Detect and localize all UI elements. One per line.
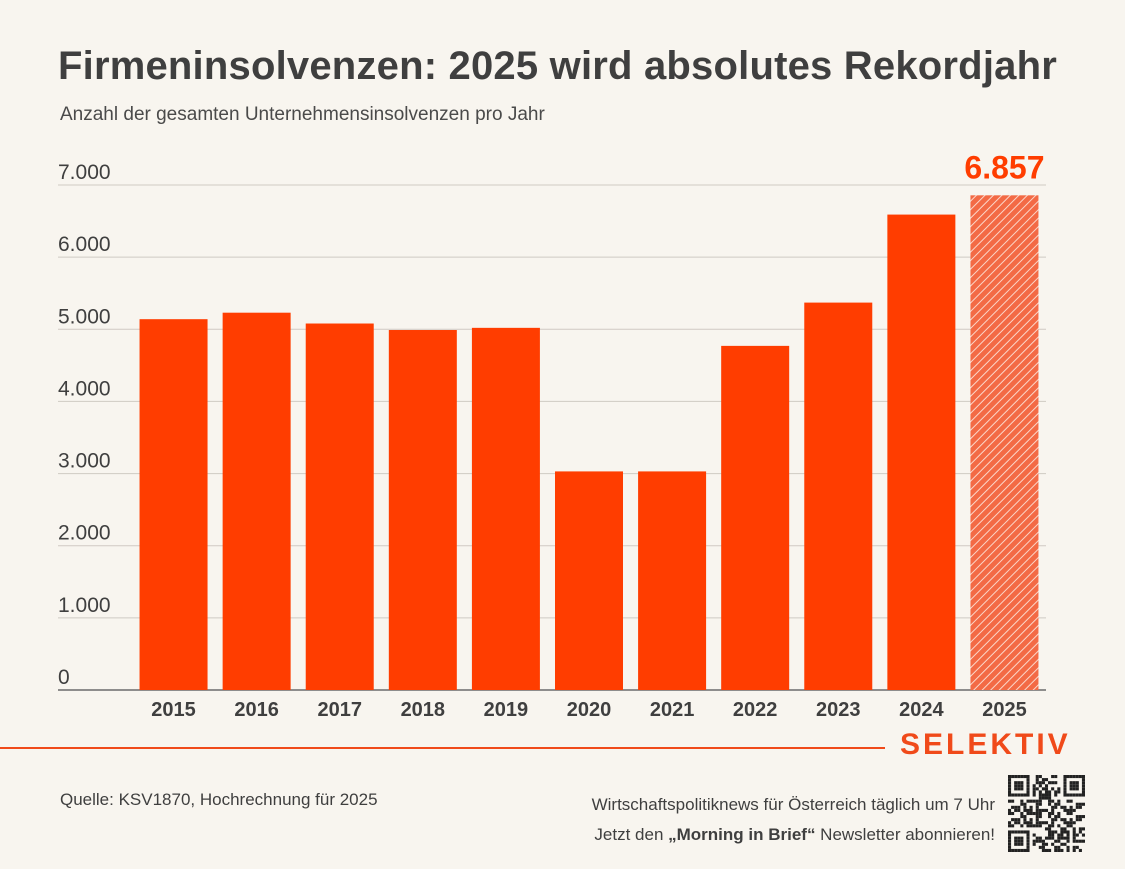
bar [222, 312, 291, 690]
y-tick-label: 5.000 [58, 305, 111, 328]
y-tick-label: 7.000 [58, 161, 111, 184]
bar [388, 330, 457, 690]
x-tick-label: 2023 [816, 699, 861, 721]
bar-chart: 0 1.000 2.000 3.000 4.000 5.000 6.000 7.000 2015… [58, 149, 1046, 721]
x-tick-label: 2015 [151, 699, 196, 721]
x-tick-label: 2017 [317, 699, 362, 721]
newsletter-promo: Wirtschaftspolitiknews für Österreich tä… [592, 790, 995, 850]
footer-divider [0, 747, 885, 749]
promo-line-1: Wirtschaftspolitiknews für Österreich tä… [591, 795, 995, 814]
x-tick-label: 2025 [982, 699, 1027, 721]
bar [139, 319, 208, 690]
promo-line-2[interactable]: Jetzt den „Morning in Brief“ Newsletter … [592, 820, 995, 850]
bar [638, 471, 707, 690]
promo-post: Newsletter abonnieren! [815, 825, 995, 844]
y-tick-label: 2.000 [58, 522, 111, 545]
y-tick-label: 0 [58, 666, 70, 689]
bar [804, 302, 873, 690]
x-tick-label: 2020 [567, 699, 612, 721]
newsletter-name: „Morning in Brief“ [668, 825, 816, 844]
x-tick-label: 2019 [484, 699, 529, 721]
x-tick-label: 2021 [650, 699, 695, 721]
x-tick-label: 2022 [733, 699, 778, 721]
chart-title: Firmeninsolvenzen: 2025 wird absolutes R… [58, 44, 1057, 88]
data-label-2025: 6.857 [964, 149, 1044, 185]
bar [555, 471, 623, 690]
bar-projected [970, 195, 1039, 691]
chart-subtitle: Anzahl der gesamten Unternehmensinsolven… [60, 104, 545, 125]
x-tick-label: 2024 [899, 699, 944, 721]
y-tick-label: 6.000 [58, 233, 111, 256]
source-note: Quelle: KSV1870, Hochrechnung für 2025 [60, 790, 378, 809]
x-tick-label: 2018 [401, 699, 446, 721]
promo-pre: Jetzt den [594, 825, 669, 844]
y-tick-label: 1.000 [58, 594, 111, 617]
y-tick-label: 3.000 [58, 450, 111, 473]
y-tick-label: 4.000 [58, 377, 111, 400]
qr-code-icon[interactable] [1008, 775, 1085, 852]
bar [471, 327, 540, 690]
brand-logo: SELEKTIV [900, 728, 1071, 761]
x-tick-label: 2016 [234, 699, 279, 721]
bar [305, 323, 374, 690]
bar [721, 345, 790, 690]
bar [887, 214, 956, 691]
